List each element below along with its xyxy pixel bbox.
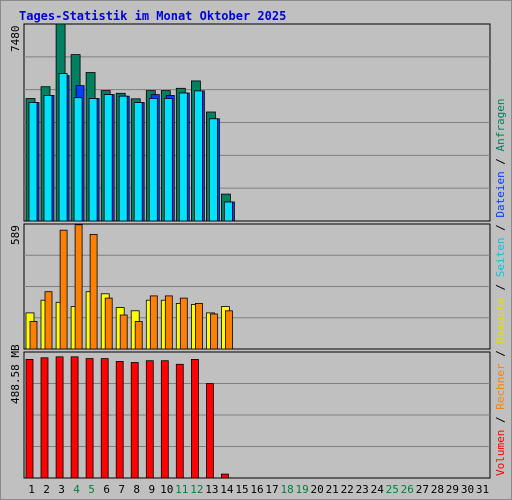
- bar-volumen-day-6: [100, 358, 109, 479]
- x-tick-day-27: 27: [416, 483, 429, 496]
- x-tick-day-7: 7: [118, 483, 125, 496]
- series-volumen: [25, 356, 229, 479]
- bar-rechner-day-10: [164, 295, 173, 350]
- bar-seiten-day-8: [133, 102, 143, 222]
- visits-panel: [23, 223, 491, 350]
- series-rechner: [29, 224, 233, 350]
- bar-rechner-day-1: [29, 320, 38, 350]
- bar-rechner-day-2: [44, 291, 53, 350]
- x-tick-day-28: 28: [431, 483, 444, 496]
- x-tick-day-26: 26: [401, 483, 414, 496]
- bar-rechner-day-12: [194, 302, 203, 350]
- series-legend-text: Volumen / Rechner / Besuche / Seiten / D…: [494, 98, 507, 476]
- bottom-y-max-label: 488.58 MB: [9, 344, 22, 404]
- x-tick-day-19: 19: [295, 483, 308, 496]
- x-tick-day-8: 8: [133, 483, 140, 496]
- x-tick-day-3: 3: [58, 483, 65, 496]
- x-tick-day-10: 10: [160, 483, 173, 496]
- x-tick-day-18: 18: [280, 483, 293, 496]
- bar-seiten-day-12: [193, 90, 203, 222]
- x-tick-day-15: 15: [235, 483, 248, 496]
- bar-volumen-day-13: [205, 383, 214, 479]
- bar-volumen-day-3: [55, 356, 64, 479]
- x-tick-day-17: 17: [265, 483, 278, 496]
- x-tick-day-14: 14: [220, 483, 234, 496]
- series-legend: Volumen / Rechner / Besuche / Seiten / D…: [494, 98, 507, 476]
- legend-separator: /: [494, 151, 507, 171]
- bar-volumen-day-11: [175, 363, 184, 479]
- legend-separator: /: [494, 344, 507, 364]
- bar-volumen-day-12: [190, 358, 199, 479]
- legend-besuche: Besuche: [494, 297, 507, 343]
- bar-seiten-day-7: [118, 95, 128, 222]
- bar-rechner-day-13: [209, 313, 218, 350]
- top-y-max-label: 7480: [9, 26, 22, 53]
- bar-seiten-day-10: [163, 98, 173, 222]
- bar-rechner-day-6: [104, 297, 113, 350]
- volume-panel: [23, 351, 491, 479]
- x-tick-day-2: 2: [43, 483, 50, 496]
- bar-volumen-day-1: [25, 358, 34, 479]
- legend-volumen: Volumen: [494, 430, 507, 476]
- bar-seiten-day-3: [58, 73, 68, 222]
- bar-seiten-day-4: [73, 97, 83, 222]
- requests-panel: [23, 23, 491, 222]
- x-tick-day-6: 6: [103, 483, 110, 496]
- bar-volumen-day-7: [115, 360, 124, 479]
- x-tick-day-1: 1: [28, 483, 35, 496]
- x-tick-day-31: 31: [476, 483, 489, 496]
- legend-rechner: Rechner: [494, 363, 507, 410]
- x-tick-labels: 1 2 3 4 5 6 7 8 9 10 11 12 13 14 15 16 17 18 19 20 21 22 23 24 2…: [28, 483, 489, 496]
- bar-seiten-day-14: [223, 201, 233, 222]
- bar-rechner-day-9: [149, 295, 158, 350]
- x-tick-day-4: 4: [73, 483, 80, 496]
- x-tick-day-30: 30: [461, 483, 474, 496]
- bar-volumen-day-14: [220, 473, 229, 479]
- bar-seiten-day-11: [178, 92, 188, 222]
- x-tick-day-9: 9: [148, 483, 155, 496]
- bar-rechner-day-11: [179, 297, 188, 350]
- x-tick-day-16: 16: [250, 483, 263, 496]
- x-tick-day-23: 23: [356, 483, 369, 496]
- x-tick-day-21: 21: [326, 483, 339, 496]
- bar-seiten-day-1: [28, 102, 38, 222]
- x-tick-day-24: 24: [371, 483, 385, 496]
- bar-rechner-day-8: [134, 320, 143, 350]
- bar-seiten-day-2: [43, 95, 53, 222]
- legend-dateien: Dateien: [494, 171, 507, 217]
- legend-separator: /: [494, 218, 507, 238]
- bar-volumen-day-5: [85, 358, 94, 479]
- bar-volumen-day-2: [40, 357, 49, 479]
- bar-rechner-day-3: [59, 229, 68, 350]
- series-seiten: [28, 73, 233, 222]
- bar-volumen-day-4: [70, 356, 79, 479]
- legend-separator: /: [494, 277, 507, 297]
- x-tick-day-13: 13: [205, 483, 218, 496]
- x-tick-day-20: 20: [310, 483, 323, 496]
- x-tick-day-29: 29: [446, 483, 459, 496]
- x-tick-day-5: 5: [88, 483, 95, 496]
- bar-seiten-day-13: [208, 118, 218, 222]
- x-tick-day-22: 22: [341, 483, 354, 496]
- legend-separator: /: [494, 410, 507, 430]
- bar-rechner-day-4: [74, 224, 83, 350]
- bar-seiten-day-9: [148, 98, 158, 222]
- bar-seiten-day-6: [103, 94, 113, 222]
- chart-panels: [23, 23, 491, 479]
- x-tick-day-12: 12: [190, 483, 203, 496]
- x-tick-day-25: 25: [386, 483, 399, 496]
- chart-title: Tages-Statistik im Monat Oktober 2025: [19, 9, 287, 23]
- bar-volumen-day-10: [160, 360, 169, 479]
- bar-volumen-day-9: [145, 360, 154, 479]
- bar-rechner-day-5: [89, 233, 98, 350]
- bar-rechner-day-7: [119, 314, 128, 350]
- bar-rechner-day-14: [224, 310, 233, 350]
- bar-seiten-day-5: [88, 98, 98, 222]
- legend-seiten: Seiten: [494, 238, 507, 278]
- legend-anfragen: Anfragen: [494, 98, 507, 151]
- bar-volumen-day-8: [130, 362, 139, 479]
- x-tick-day-11: 11: [175, 483, 188, 496]
- middle-y-max-label: 589: [9, 225, 22, 245]
